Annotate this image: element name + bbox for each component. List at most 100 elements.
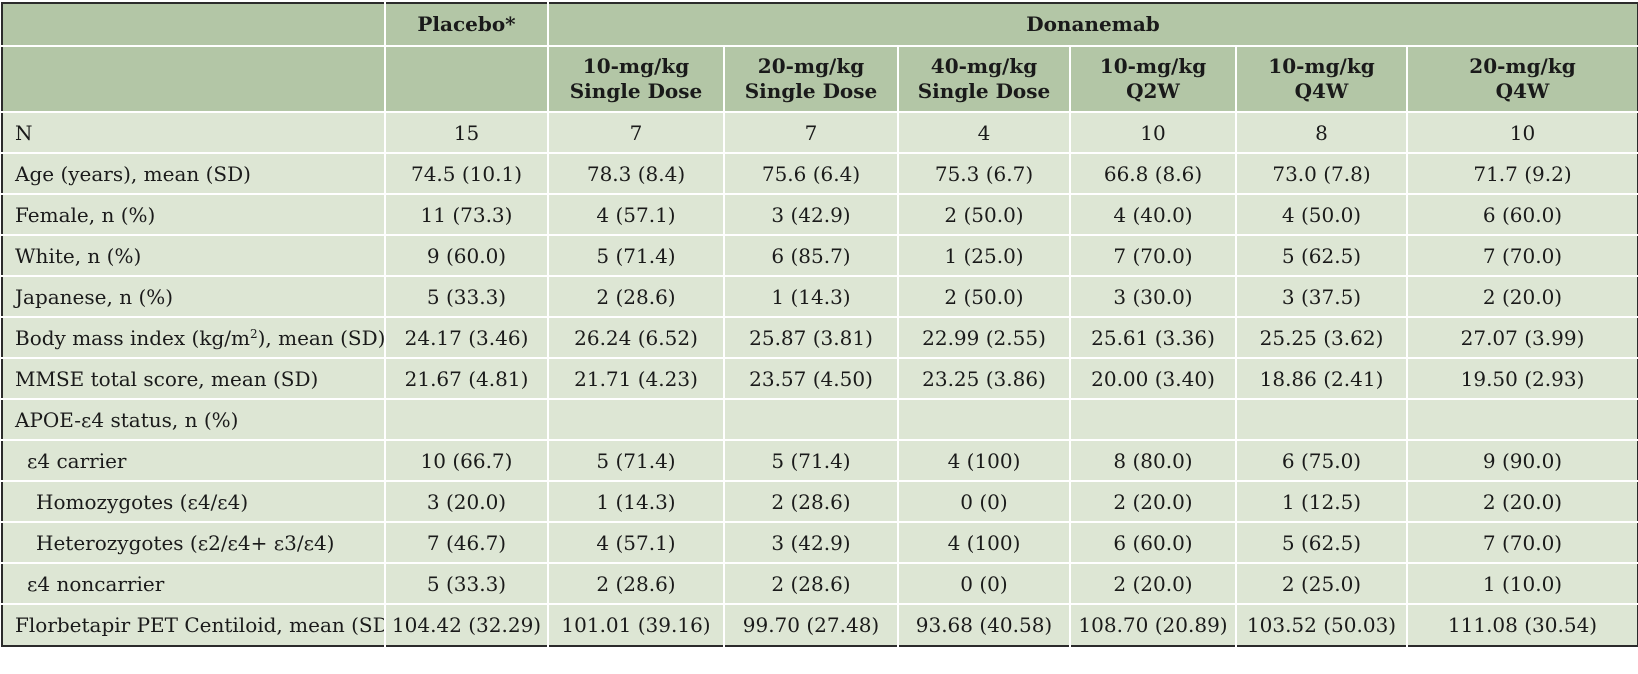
table-row: Heterozygotes (ε2/ε4+ ε3/ε4) 7 (46.7) 4 … — [2, 522, 1638, 564]
table-cell: 3 (20.0) — [385, 481, 549, 523]
table-row: Female, n (%) 11 (73.3) 4 (57.1) 3 (42.9… — [2, 194, 1638, 236]
table-cell: 15 — [385, 112, 549, 154]
row-label: N — [2, 112, 386, 154]
row-label: White, n (%) — [2, 235, 386, 277]
table-cell: 2 (28.6) — [724, 563, 899, 605]
table-cell: 9 (90.0) — [1407, 440, 1638, 482]
table-cell: 2 (20.0) — [1407, 481, 1638, 523]
table-cell: 74.5 (10.1) — [385, 153, 549, 195]
table-cell: 6 (60.0) — [1070, 522, 1237, 564]
table-cell: 75.6 (6.4) — [724, 153, 899, 195]
table-cell: 3 (30.0) — [1070, 276, 1237, 318]
table-cell: 108.70 (20.89) — [1070, 604, 1237, 646]
superscript: 2 — [249, 326, 258, 341]
table-cell: 5 (71.4) — [548, 235, 725, 277]
table-cell: 10 — [1407, 112, 1638, 154]
table-cell: 1 (12.5) — [1236, 481, 1408, 523]
table-cell: 1 (25.0) — [898, 235, 1071, 277]
header-donanemab-group: Donanemab — [548, 3, 1638, 47]
table-cell: 6 (60.0) — [1407, 194, 1638, 236]
header-arm-10mg-q2w: 10-mg/kg Q2W — [1070, 46, 1237, 113]
row-label: APOE-ε4 status, n (%) — [2, 399, 386, 441]
header-empty-cell — [2, 3, 386, 47]
table-cell: 27.07 (3.99) — [1407, 317, 1638, 359]
header-arm-40mg-single: 40-mg/kg Single Dose — [898, 46, 1071, 113]
table-cell: 103.52 (50.03) — [1236, 604, 1408, 646]
table-cell: 99.70 (27.48) — [724, 604, 899, 646]
table-cell: 7 — [724, 112, 899, 154]
table-cell: 19.50 (2.93) — [1407, 358, 1638, 400]
table-row: MMSE total score, mean (SD) 21.67 (4.81)… — [2, 358, 1638, 400]
table-cell: 93.68 (40.58) — [898, 604, 1071, 646]
table-cell: 4 — [898, 112, 1071, 154]
table-cell: 10 (66.7) — [385, 440, 549, 482]
header-arm-10mg-q4w: 10-mg/kg Q4W — [1236, 46, 1408, 113]
header-row-arms: 10-mg/kg Single Dose 20-mg/kg Single Dose … — [2, 46, 1638, 113]
table-row-section: APOE-ε4 status, n (%) — [2, 399, 1638, 441]
row-label: Florbetapir PET Centiloid, mean (SD) — [2, 604, 386, 646]
arm-regimen: Single Dose — [569, 79, 703, 103]
table-cell: 3 (42.9) — [724, 522, 899, 564]
table-cell: 5 (71.4) — [548, 440, 725, 482]
table-cell: 8 — [1236, 112, 1408, 154]
table-cell: 2 (28.6) — [724, 481, 899, 523]
table-cell: 4 (100) — [898, 522, 1071, 564]
baseline-characteristics-table: Placebo* Donanemab 10-mg/kg Single Dose 2… — [1, 2, 1638, 647]
table-cell: 1 (14.3) — [548, 481, 725, 523]
row-label: ε4 noncarrier — [2, 563, 386, 605]
table-cell: 0 (0) — [898, 563, 1071, 605]
table-cell: 4 (40.0) — [1070, 194, 1237, 236]
table-cell: 26.24 (6.52) — [548, 317, 725, 359]
row-label: Female, n (%) — [2, 194, 386, 236]
table-cell — [548, 399, 725, 441]
table-cell: 5 (62.5) — [1236, 522, 1408, 564]
row-label: MMSE total score, mean (SD) — [2, 358, 386, 400]
table-cell: 2 (28.6) — [548, 276, 725, 318]
table-cell: 10 — [1070, 112, 1237, 154]
arm-dose: 20-mg/kg — [757, 54, 865, 78]
table-cell: 23.57 (4.50) — [724, 358, 899, 400]
table-cell: 101.01 (39.16) — [548, 604, 725, 646]
table-cell: 7 (70.0) — [1070, 235, 1237, 277]
table-cell: 25.87 (3.81) — [724, 317, 899, 359]
arm-dose: 40-mg/kg — [930, 54, 1038, 78]
table-cell: 21.71 (4.23) — [548, 358, 725, 400]
table-cell: 4 (50.0) — [1236, 194, 1408, 236]
table-cell: 0 (0) — [898, 481, 1071, 523]
header-row-groups: Placebo* Donanemab — [2, 3, 1638, 47]
table-cell: 25.61 (3.36) — [1070, 317, 1237, 359]
table-cell — [898, 399, 1071, 441]
table-cell: 5 (33.3) — [385, 276, 549, 318]
table-cell: 5 (33.3) — [385, 563, 549, 605]
table-cell: 3 (37.5) — [1236, 276, 1408, 318]
row-label: ε4 carrier — [2, 440, 386, 482]
table-cell: 11 (73.3) — [385, 194, 549, 236]
arm-regimen: Q4W — [1294, 79, 1349, 103]
table-cell: 18.86 (2.41) — [1236, 358, 1408, 400]
table-cell: 111.08 (30.54) — [1407, 604, 1638, 646]
table-cell: 4 (57.1) — [548, 522, 725, 564]
table-cell: 75.3 (6.7) — [898, 153, 1071, 195]
table-cell — [385, 399, 549, 441]
table-cell: 6 (75.0) — [1236, 440, 1408, 482]
table-cell: 23.25 (3.86) — [898, 358, 1071, 400]
header-placebo: Placebo* — [385, 3, 549, 47]
table-cell: 4 (57.1) — [548, 194, 725, 236]
table-cell: 22.99 (2.55) — [898, 317, 1071, 359]
table-row: Homozygotes (ε4/ε4) 3 (20.0) 1 (14.3) 2 … — [2, 481, 1638, 523]
arm-regimen: Single Dose — [917, 79, 1051, 103]
table-cell: 20.00 (3.40) — [1070, 358, 1237, 400]
table-row: ε4 carrier 10 (66.7) 5 (71.4) 5 (71.4) 4… — [2, 440, 1638, 482]
table-row: Japanese, n (%) 5 (33.3) 2 (28.6) 1 (14.… — [2, 276, 1638, 318]
table-cell: 2 (28.6) — [548, 563, 725, 605]
table-cell: 5 (71.4) — [724, 440, 899, 482]
table-cell: 66.8 (8.6) — [1070, 153, 1237, 195]
arm-dose: 20-mg/kg — [1469, 54, 1576, 78]
arm-dose: 10-mg/kg — [1268, 54, 1375, 78]
table-cell: 9 (60.0) — [385, 235, 549, 277]
row-label: Homozygotes (ε4/ε4) — [2, 481, 386, 523]
arm-regimen: Q4W — [1495, 79, 1550, 103]
arm-dose: 10-mg/kg — [1099, 54, 1207, 78]
table-cell: 1 (14.3) — [724, 276, 899, 318]
